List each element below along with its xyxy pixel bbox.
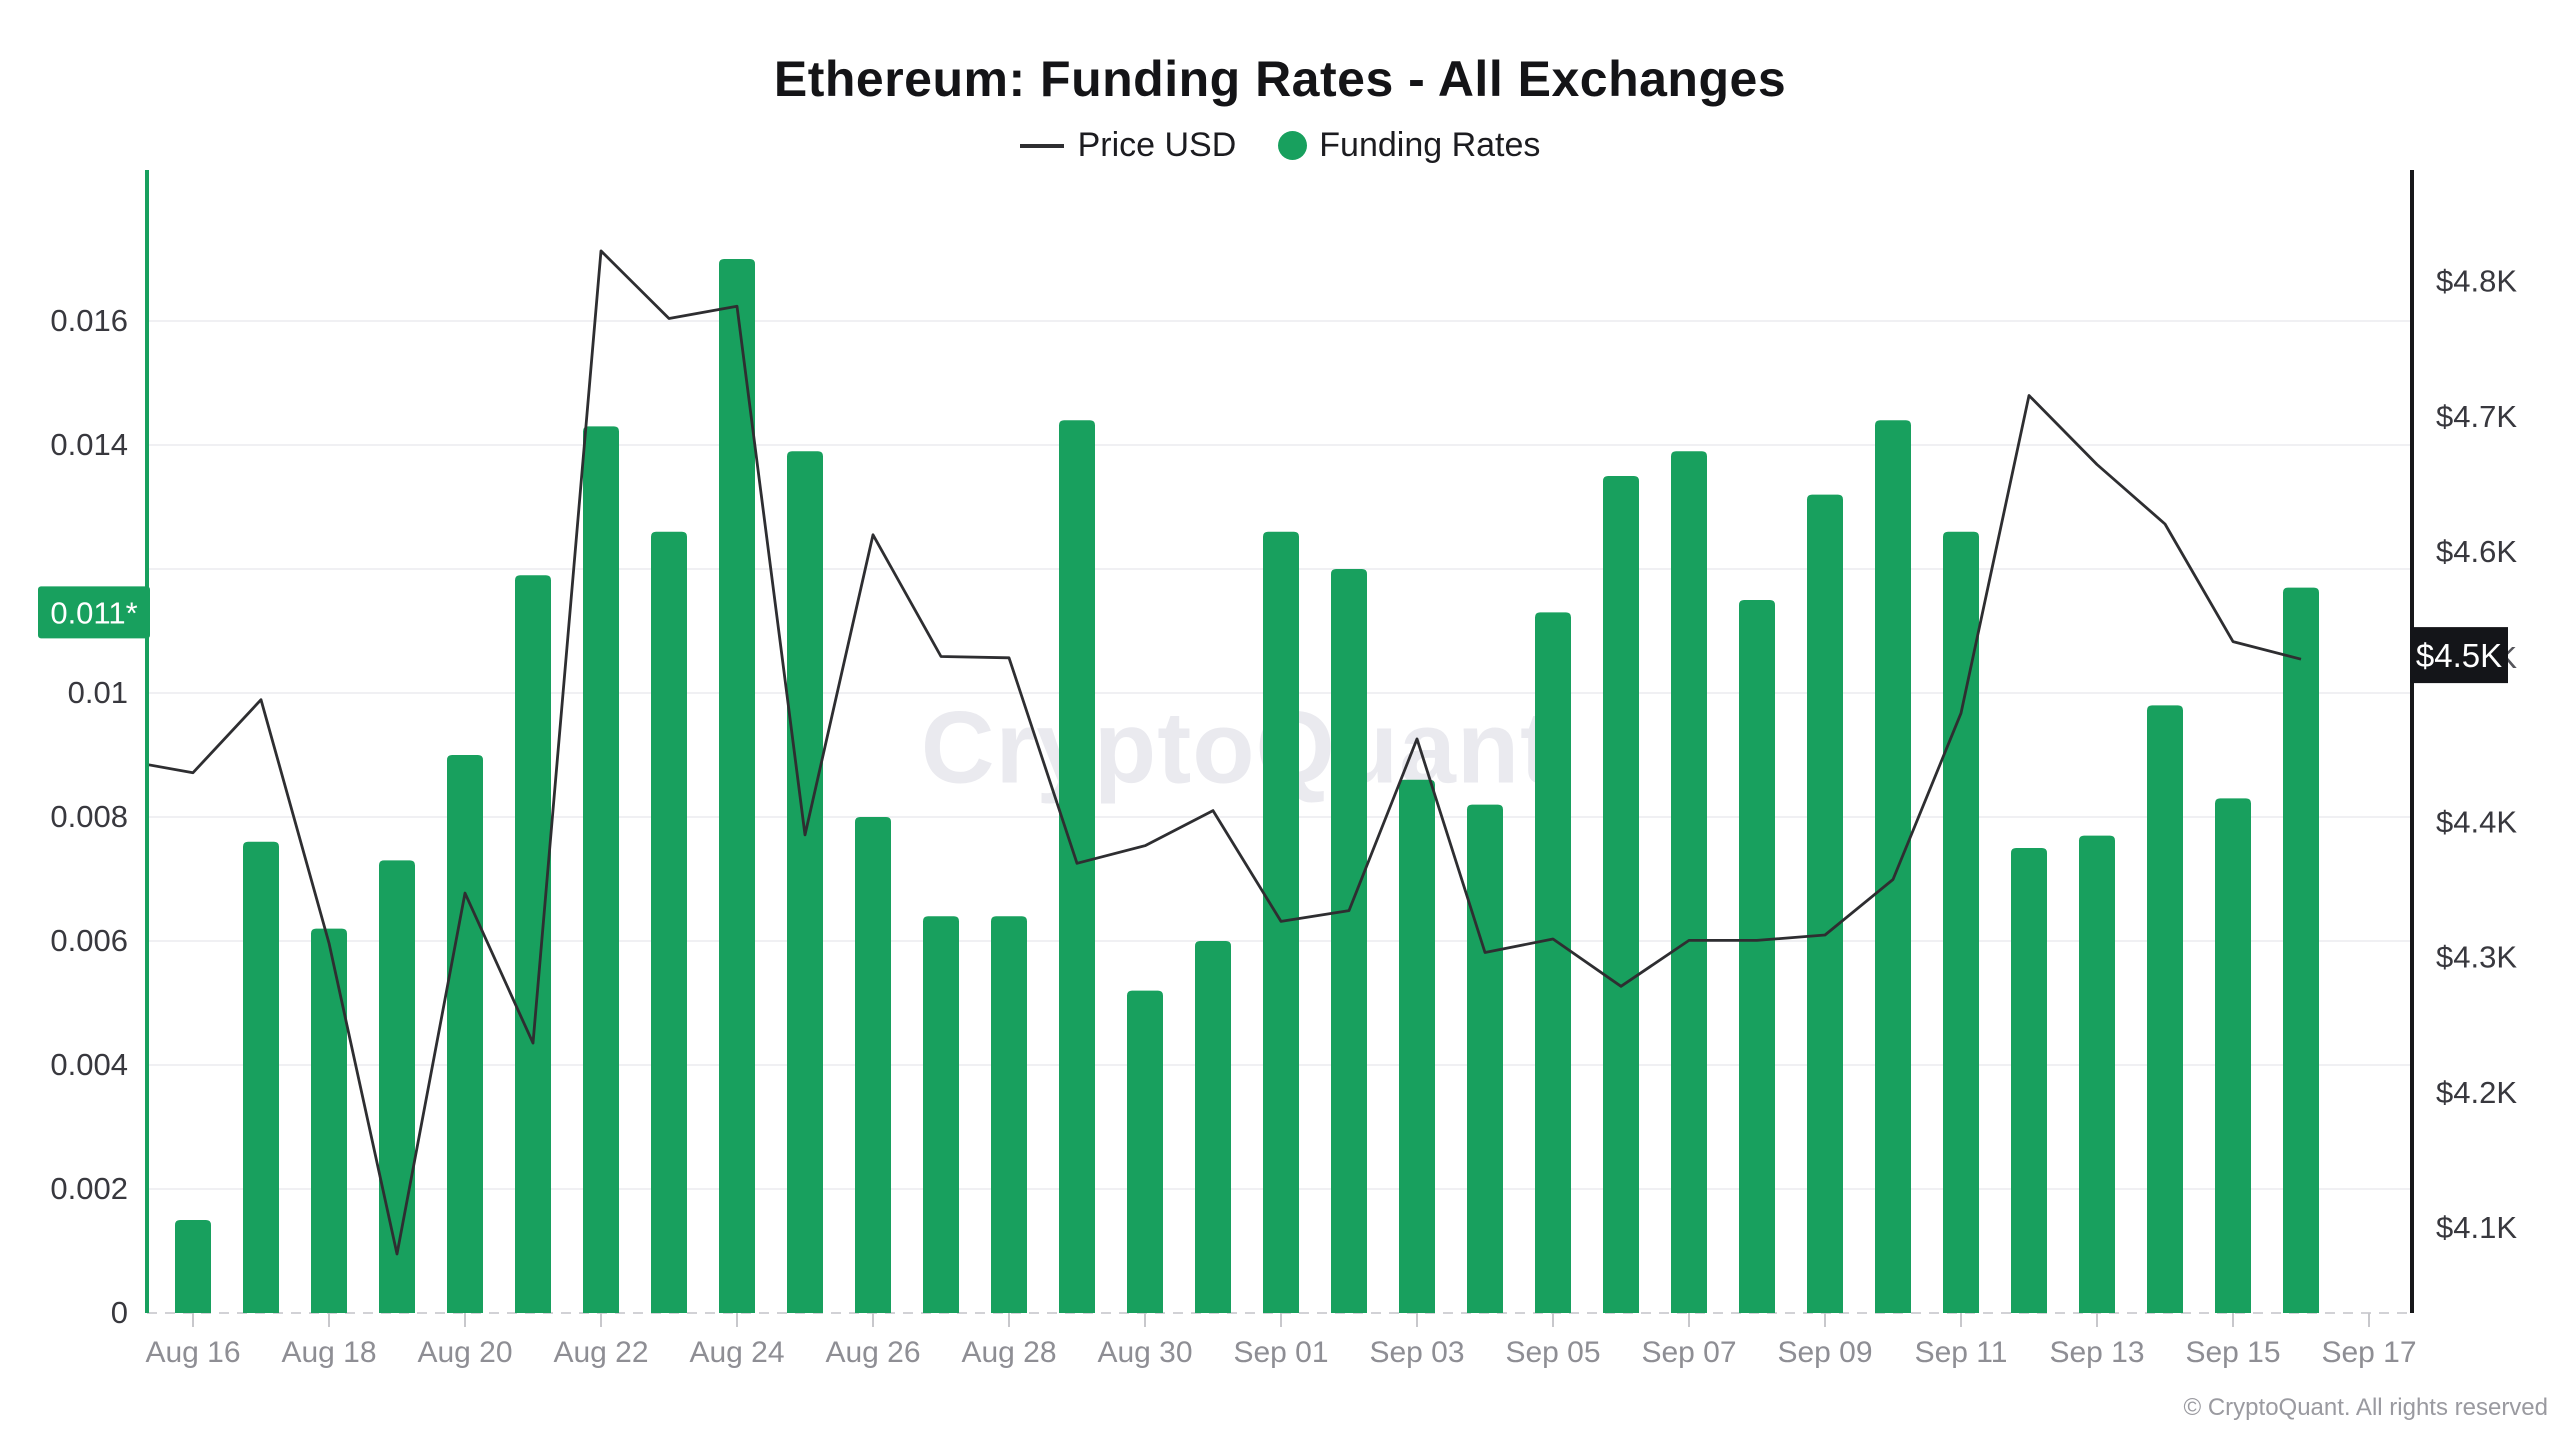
- legend: Price USD Funding Rates: [0, 126, 2560, 165]
- x-axis-label: Aug 16: [145, 1336, 240, 1369]
- funding-bar[interactable]: [2011, 848, 2047, 1313]
- funding-bar[interactable]: [243, 841, 279, 1313]
- left-axis-label: 0.006: [50, 923, 128, 958]
- x-axis-label: Sep 03: [1369, 1336, 1464, 1369]
- funding-bar[interactable]: [379, 860, 415, 1313]
- funding-bar[interactable]: [2079, 835, 2115, 1313]
- legend-label-funding-rates: Funding Rates: [1319, 126, 1541, 164]
- legend-label-price-usd: Price USD: [1077, 126, 1237, 164]
- funding-bar[interactable]: [651, 531, 687, 1313]
- x-axis-label: Sep 17: [2321, 1336, 2416, 1369]
- funding-bar[interactable]: [583, 426, 619, 1313]
- funding-bar[interactable]: [2215, 798, 2251, 1313]
- funding-bar[interactable]: [1535, 612, 1571, 1313]
- funding-bar[interactable]: [923, 916, 959, 1313]
- x-axis-label: Sep 07: [1641, 1336, 1736, 1369]
- left-axis-label: 0.002: [50, 1171, 128, 1206]
- funding-bar[interactable]: [175, 1220, 211, 1313]
- x-axis-label: Sep 09: [1777, 1336, 1872, 1369]
- funding-rates-dot-icon: [1278, 131, 1308, 160]
- funding-bar[interactable]: [2147, 705, 2183, 1313]
- left-axis-label: 0.014: [50, 427, 128, 462]
- legend-item-price-usd[interactable]: Price USD: [1019, 126, 1237, 165]
- x-axis-label: Sep 01: [1233, 1336, 1328, 1369]
- funding-bar[interactable]: [855, 817, 891, 1313]
- funding-bar[interactable]: [1671, 451, 1707, 1313]
- chart-title: Ethereum: Funding Rates - All Exchanges: [773, 51, 1787, 107]
- x-axis-label: Aug 24: [689, 1336, 784, 1369]
- price-current-badge: [2410, 627, 2508, 684]
- funding-bar[interactable]: [311, 928, 347, 1313]
- funding-bar[interactable]: [1331, 569, 1367, 1313]
- funding-bar[interactable]: [1943, 531, 1979, 1313]
- funding-bar[interactable]: [1603, 476, 1639, 1313]
- right-axis-label: $4.6K: [2436, 534, 2517, 569]
- funding-bar[interactable]: [787, 451, 823, 1313]
- funding-bar[interactable]: [1875, 420, 1911, 1313]
- funding-bar[interactable]: [1195, 941, 1231, 1313]
- x-axis-label: Sep 11: [1915, 1336, 2008, 1369]
- legend-item-funding-rates[interactable]: Funding Rates: [1278, 126, 1540, 165]
- price-line[interactable]: [125, 249, 2302, 1256]
- left-axis-label: 0.008: [50, 799, 128, 834]
- funding-bar[interactable]: [1807, 494, 1843, 1314]
- right-axis-label: $4.7K: [2436, 399, 2517, 434]
- funding-bar[interactable]: [1739, 600, 1775, 1313]
- x-axis-label: Aug 18: [281, 1336, 376, 1369]
- left-axis-label: 0: [111, 1295, 128, 1330]
- funding-bar[interactable]: [1467, 804, 1503, 1313]
- funding-current-badge-label: 0.011*: [50, 595, 137, 630]
- funding-current-badge: [38, 586, 150, 639]
- copyright-footer: © CryptoQuant. All rights reserved: [2183, 1394, 2549, 1421]
- price-current-badge-label: $4.5K: [2416, 637, 2502, 674]
- x-axis-label: Sep 13: [2049, 1336, 2144, 1369]
- funding-bar[interactable]: [447, 755, 483, 1313]
- x-axis-label: Sep 05: [1505, 1336, 1600, 1369]
- funding-bar[interactable]: [719, 259, 755, 1313]
- right-axis-label: $4.4K: [2436, 804, 2517, 839]
- right-axis-label: $4.1K: [2436, 1210, 2517, 1245]
- funding-bar[interactable]: [1399, 779, 1435, 1313]
- funding-bar[interactable]: [2283, 587, 2319, 1313]
- left-axis-label: 0.004: [50, 1047, 128, 1082]
- funding-bar[interactable]: [515, 575, 551, 1313]
- funding-bar[interactable]: [1059, 420, 1095, 1313]
- price-line-swatch-icon: [1019, 143, 1064, 148]
- right-axis-label: $4.2K: [2436, 1075, 2517, 1110]
- left-axis-label: 0.016: [50, 303, 128, 338]
- x-axis-label: Aug 28: [961, 1336, 1056, 1369]
- funding-bar[interactable]: [1127, 990, 1163, 1313]
- x-axis-label: Sep 15: [2185, 1336, 2280, 1369]
- x-axis-label: Aug 26: [825, 1336, 920, 1369]
- left-axis-label: 0.01: [68, 675, 128, 710]
- right-axis-label: $4.8K: [2436, 264, 2517, 299]
- x-axis-label: Aug 30: [1097, 1336, 1192, 1369]
- funding-bar[interactable]: [991, 916, 1027, 1313]
- right-axis-label: $4.3K: [2436, 940, 2517, 975]
- x-axis-label: Aug 22: [553, 1336, 648, 1369]
- x-axis-label: Aug 20: [417, 1336, 512, 1369]
